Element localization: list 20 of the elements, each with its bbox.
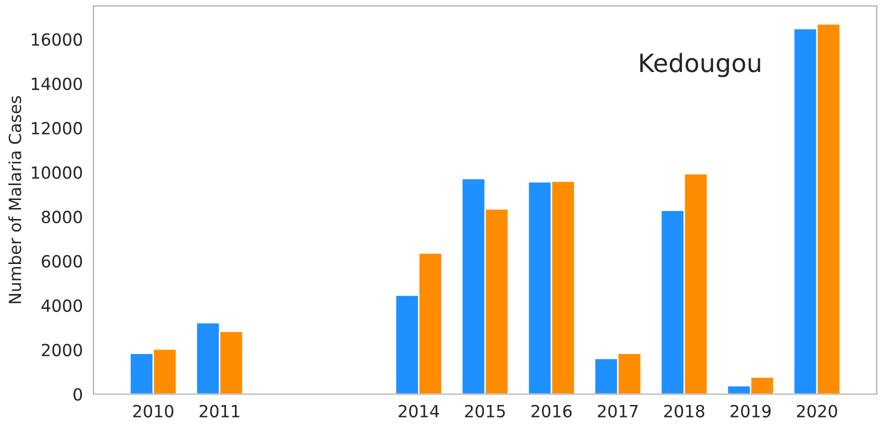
y-tick-label: 4000 — [41, 299, 82, 312]
y-tick-label: 12000 — [32, 122, 82, 135]
x-tick-label: 2019 — [730, 404, 771, 418]
x-tick-label: 2017 — [598, 404, 638, 418]
y-tick-label: 6000 — [42, 255, 82, 268]
x-tick-label: 2016 — [531, 404, 572, 418]
y-tick-label: 0 — [74, 388, 82, 401]
y-axis-title: Number of Malaria Cases — [8, 96, 22, 304]
y-tick-label: 10000 — [32, 166, 82, 179]
y-tick-label: 8000 — [42, 210, 82, 224]
annotation: Kedougou — [640, 52, 760, 78]
x-tick-label: 2010 — [133, 404, 174, 418]
x-tick-label: 2011 — [200, 404, 240, 418]
x-tick-label: 2018 — [664, 404, 704, 418]
y-tick-label: 14000 — [32, 78, 82, 90]
x-tick-label: 2014 — [398, 404, 439, 418]
y-tick-label: 16000 — [32, 33, 82, 46]
x-tick-label: 2015 — [465, 404, 505, 418]
y-tick-label: 2000 — [42, 344, 82, 356]
x-tick-label: 2020 — [796, 404, 838, 418]
